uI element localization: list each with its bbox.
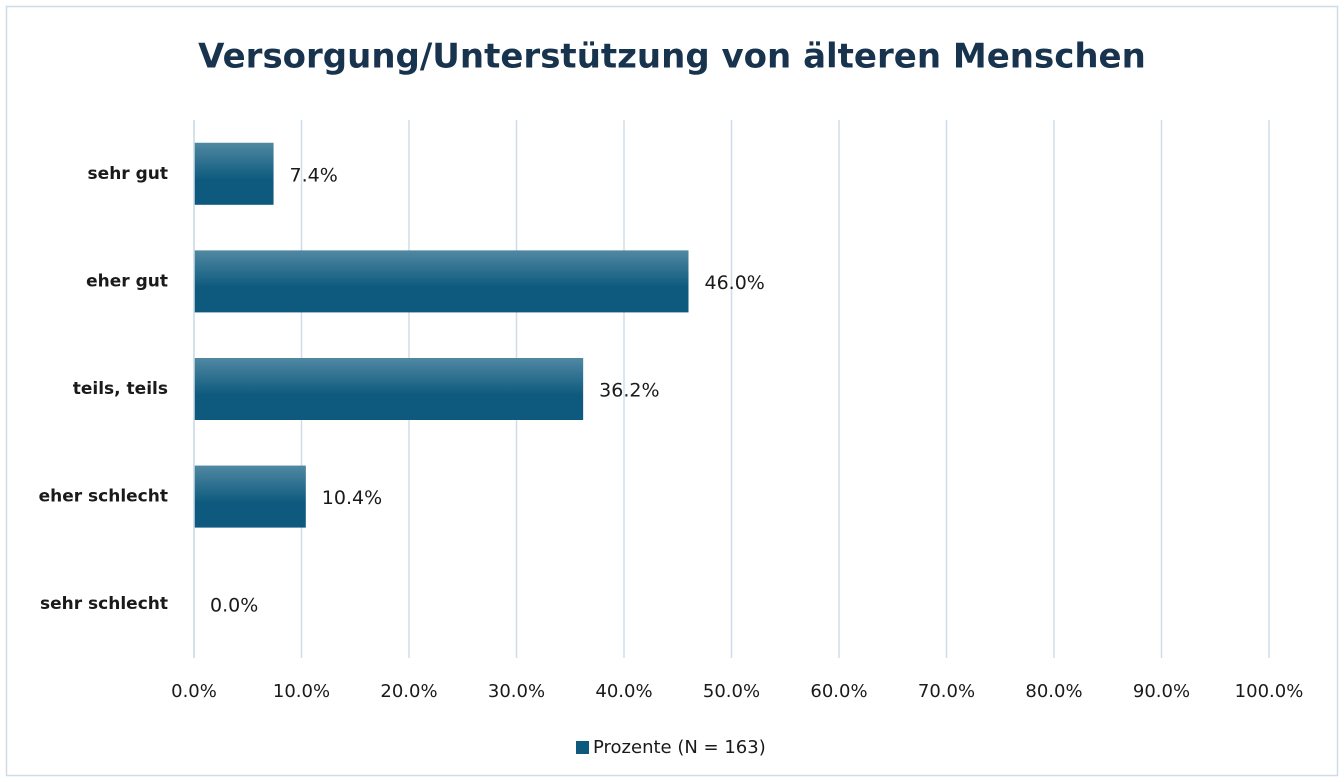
value-label: 0.0%: [210, 595, 258, 617]
x-tick-label: 10.0%: [273, 681, 330, 702]
y-tick-label: eher gut: [86, 271, 168, 291]
legend-label: Prozente (N = 163): [593, 737, 766, 758]
y-tick-label: sehr gut: [88, 164, 168, 184]
x-tick-label: 90.0%: [1133, 681, 1190, 702]
y-tick-label: teils, teils: [73, 379, 168, 399]
value-label: 10.4%: [322, 487, 382, 509]
chart-title: Versorgung/Unterstützung von älteren Men…: [198, 37, 1146, 77]
x-tick-label: 20.0%: [380, 681, 437, 702]
y-tick-label: sehr schlecht: [40, 594, 168, 614]
x-tick-label: 40.0%: [595, 681, 652, 702]
x-tick-label: 80.0%: [1025, 681, 1082, 702]
bar-shine: [194, 142, 274, 205]
bar-shine: [194, 465, 306, 528]
y-tick-label: eher schlecht: [39, 487, 168, 507]
value-label: 7.4%: [290, 164, 338, 186]
x-tick-label: 60.0%: [810, 681, 867, 702]
x-tick-label: 50.0%: [703, 681, 760, 702]
bar-shine: [194, 250, 689, 313]
x-tick-label: 100.0%: [1235, 681, 1304, 702]
bar-shine: [194, 358, 584, 420]
x-tick-label: 70.0%: [918, 681, 975, 702]
value-label: 46.0%: [705, 272, 765, 294]
x-tick-label: 0.0%: [171, 681, 217, 702]
value-label: 36.2%: [599, 380, 659, 402]
x-tick-label: 30.0%: [488, 681, 545, 702]
legend-swatch: [576, 741, 589, 754]
